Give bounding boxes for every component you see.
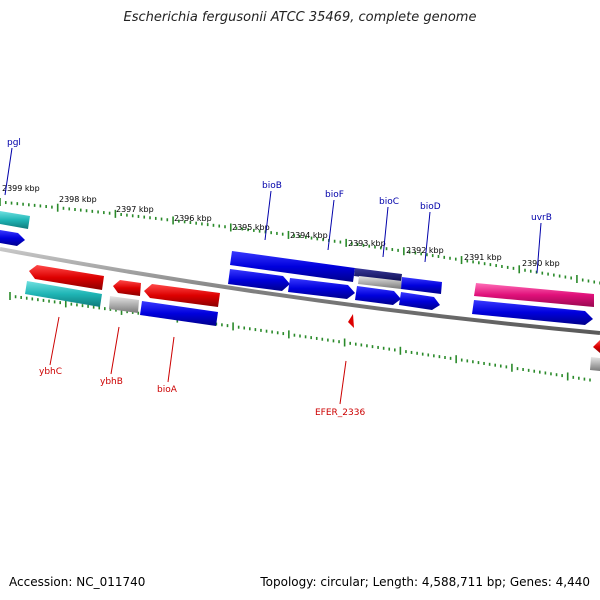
- genome-summary-text: Topology: circular; Length: 4,588,711 bp…: [260, 575, 590, 589]
- gene-label-bioD[interactable]: bioD: [420, 202, 441, 212]
- leader-bioF: [327, 199, 335, 251]
- kbp-label: 2390 kbp: [522, 259, 560, 268]
- leader-bioC: [382, 206, 389, 258]
- leader-pgl: [4, 147, 13, 196]
- leader-uvrB: [536, 222, 542, 274]
- gene-feature-EFER_2336[interactable]: [348, 314, 354, 328]
- gene-feature-bioC-arrow[interactable]: [288, 278, 355, 299]
- gene-label-bioF[interactable]: bioF: [325, 190, 344, 200]
- gene-feature-ybhB[interactable]: [113, 280, 141, 296]
- forward-strand-features: [0, 211, 594, 325]
- gene-feature-bioF-overlap[interactable]: [354, 268, 402, 282]
- kbp-label: 2394 kbp: [290, 231, 328, 240]
- leader-bioA: [167, 336, 175, 383]
- gene-label-bioC[interactable]: bioC: [379, 197, 399, 207]
- kbp-label: 2398 kbp: [59, 195, 97, 204]
- gene-feature-bioF[interactable]: [228, 269, 290, 291]
- gene-feature-left-edge[interactable]: [0, 230, 25, 246]
- gene-label-bioA[interactable]: bioA: [157, 385, 178, 395]
- leader-ybhC: [49, 316, 60, 366]
- genome-backbone: [0, 247, 600, 335]
- kbp-tick-row-upper: [0, 198, 600, 285]
- leader-bioB: [264, 190, 272, 241]
- accession-text: Accession: NC_011740: [9, 575, 146, 589]
- kbp-labels: 2399 kbp 2398 kbp 2397 kbp 2396 kbp 2395…: [2, 184, 560, 268]
- gene-label-ybhB[interactable]: ybhB: [100, 377, 123, 387]
- kbp-label: 2393 kbp: [348, 239, 386, 248]
- gene-labels: pgl bioB bioF bioC bioD uvrB ybhC ybhB b…: [7, 138, 552, 418]
- gene-feature-ybhB-grey[interactable]: [109, 296, 139, 313]
- kbp-label: 2396 kbp: [174, 214, 212, 223]
- gene-feature-pgl[interactable]: [0, 211, 30, 229]
- kbp-label: 2399 kbp: [2, 184, 40, 193]
- leader-bioD: [424, 211, 431, 263]
- gene-feature-ybhC-teal[interactable]: [25, 281, 102, 307]
- leader-ybhB: [110, 326, 120, 375]
- leader-EFER_2336: [339, 360, 347, 405]
- reverse-strand-features: [25, 265, 600, 371]
- gene-feature-right-edge-red[interactable]: [593, 340, 600, 353]
- gene-label-bioB[interactable]: bioB: [262, 181, 282, 191]
- gene-feature-bioB[interactable]: [230, 251, 355, 282]
- gene-feature-right-edge-grey[interactable]: [590, 357, 600, 371]
- gene-feature-ybhC[interactable]: [29, 265, 104, 290]
- gene-feature-uvrB[interactable]: [474, 283, 594, 307]
- gene-feature-bioD-arrow[interactable]: [355, 286, 401, 305]
- gene-label-EFER_2336[interactable]: EFER_2336: [315, 408, 365, 418]
- gene-feature-bioA-blue[interactable]: [140, 301, 218, 326]
- gene-feature-bioD-small[interactable]: [399, 292, 440, 310]
- gene-feature-uvrB-arrow[interactable]: [472, 300, 593, 325]
- kbp-label: 2391 kbp: [464, 253, 502, 262]
- gene-label-leaders: [4, 147, 542, 405]
- gene-feature-bioA[interactable]: [144, 284, 220, 307]
- kbp-label: 2392 kbp: [406, 246, 444, 255]
- kbp-label: 2397 kbp: [116, 205, 154, 214]
- gene-feature-bioD[interactable]: [401, 277, 442, 294]
- gene-label-ybhC[interactable]: ybhC: [39, 367, 62, 377]
- map-title: Escherichia fergusonii ATCC 35469, compl…: [123, 10, 477, 25]
- gene-label-pgl[interactable]: pgl: [7, 138, 21, 148]
- kbp-label: 2395 kbp: [232, 223, 270, 232]
- gene-feature-bioC[interactable]: [358, 276, 402, 289]
- gene-label-uvrB[interactable]: uvrB: [531, 213, 552, 223]
